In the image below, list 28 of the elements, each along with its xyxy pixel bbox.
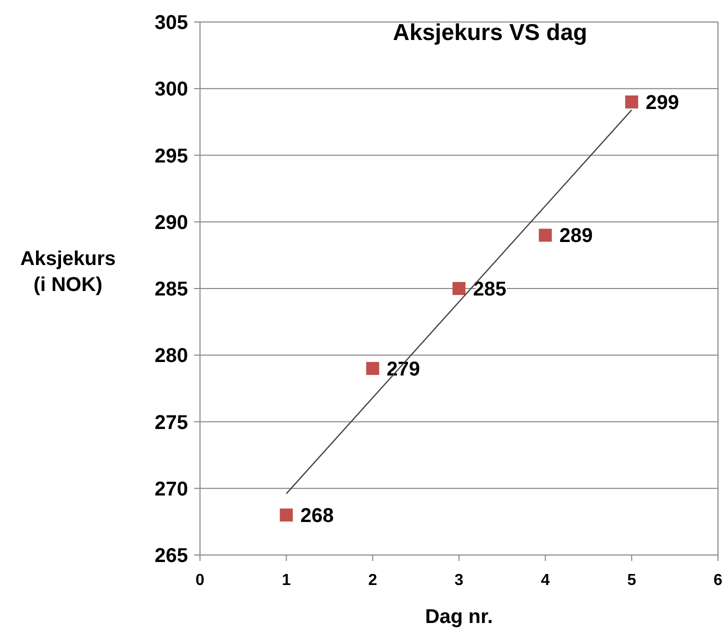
y-tick-label: 275 [154,412,188,434]
y-tick-label: 285 [154,278,188,300]
x-axis-title: Dag nr. [425,606,493,628]
x-tick-label: 6 [714,572,723,589]
chart-title: Aksjekurs VS dag [392,19,588,45]
y-tick-label: 270 [154,478,188,500]
data-label: 268 [300,505,334,528]
y-tick-label: 295 [154,145,188,168]
data-label: 285 [473,278,506,300]
y-tick-label: 290 [154,212,188,234]
y-tick-label: 265 [154,545,188,567]
x-tick-label: 0 [196,572,205,589]
y-tick-label: 300 [154,78,188,101]
point [538,228,552,242]
point [452,282,466,295]
y-tick-label: 280 [154,345,188,368]
x-tick-label: 3 [454,572,464,589]
data-label: 299 [646,92,680,114]
x-tick-label: 1 [282,572,291,589]
y-tick-label: 305 [154,12,188,34]
data-label: 289 [559,225,593,248]
x-tick-label: 5 [627,572,636,589]
point [625,95,638,108]
x-tick-label: 2 [368,572,378,589]
x-tick-label: 4 [540,572,550,589]
point [280,508,293,522]
point [366,362,380,375]
y-axis-title: Aksjekurs (i NOK) [20,248,116,296]
